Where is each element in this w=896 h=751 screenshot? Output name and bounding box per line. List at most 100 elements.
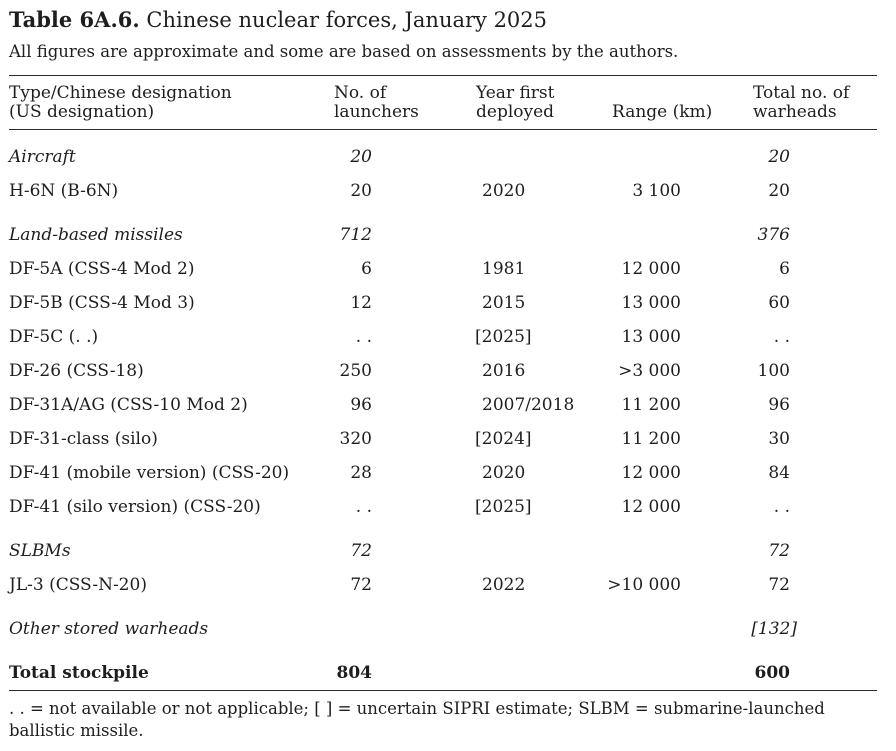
cell-year [372,208,542,252]
cell-value: 2015 [482,293,526,313]
table-title-text: Chinese nuclear forces, January 2025 [139,8,548,32]
cell-value: 12 [350,293,372,313]
cell-type: DF-31-class (silo) [9,422,334,456]
cell-warheads: 96 [690,388,877,422]
cell-value: 6 [361,259,372,279]
cell-warheads: [132] [690,602,877,646]
cell-year: 1981 [372,252,542,286]
cell-value: 250 [339,361,372,381]
cell-range: 13 000 [542,320,690,354]
cell-range [542,602,690,646]
section-row: Aircraft 20 20 [9,130,877,175]
cell-value: 13 000 [621,327,681,347]
cell-value: 72 [350,541,372,561]
cell-value: DF-31-class (silo) [9,429,158,449]
cell-value: 712 [339,225,372,245]
cell-value: 96 [350,395,372,415]
cell-launchers: 712 [334,208,372,252]
cell-value: 804 [336,663,373,683]
table-title: Table 6A.6. Chinese nuclear forces, Janu… [9,6,878,34]
cell-launchers: 28 [334,456,372,490]
total-row: Total stockpile 804 600 [9,646,877,691]
cell-value: [132] [751,619,797,639]
cell-range [542,208,690,252]
cell-year: [2025] [372,320,542,354]
cell-year: 2007/2018 [372,388,574,422]
cell-value: . . [355,497,372,517]
cell-year: 2022 [372,568,542,602]
cell-launchers: 72 [334,568,372,602]
column-header-range: Range (km) [542,75,712,130]
cell-warheads: 376 [690,208,877,252]
cell-year [372,524,542,568]
cell-warheads: 20 [690,174,877,208]
table-row: JL-3 (CSS-N-20) 72 2022 >10 000 72 [9,568,877,602]
cell-value: 96 [768,395,790,415]
cell-type: H-6N (B-6N) [9,174,334,208]
cell-type: DF-41 (mobile version) (CSS-20) [9,456,334,490]
column-header-launchers: No. of launchers [334,75,419,130]
cell-type: DF-31A/AG (CSS-10 Mod 2) [9,388,334,422]
footnote-line-1: . . = not available or not applicable; [… [9,699,825,718]
cell-value: 72 [350,575,372,595]
cell-launchers: 72 [334,524,372,568]
cell-type: Aircraft [9,130,334,175]
table-row: DF-26 (CSS-18) 250 2016 >3 000 100 [9,354,877,388]
table-row: DF-5C (. .) . . [2025] 13 000 . . [9,320,877,354]
cell-warheads: 72 [690,568,877,602]
cell-range: >10 000 [542,568,690,602]
cell-type: DF-5C (. .) [9,320,334,354]
cell-value: Other stored warheads [9,619,209,639]
cell-launchers: 804 [334,646,372,691]
cell-value: 72 [768,541,790,561]
cell-value: 6 [779,259,790,279]
table-row: DF-31-class (silo) 320 [2024] 11 200 30 [9,422,877,456]
cell-value: 28 [350,463,372,483]
cell-value: SLBMs [9,541,71,561]
column-header-year: Year first deployed [372,75,555,130]
cell-value: . . [355,327,372,347]
cell-type: Total stockpile [9,646,334,691]
section-row: Other stored warheads [132] [9,602,877,646]
cell-launchers: 20 [334,174,372,208]
cell-value: 30 [768,429,790,449]
cell-warheads: 20 [690,130,877,175]
cell-value: 12 000 [621,463,681,483]
cell-value: . . [773,497,790,517]
section-row: Land-based missiles 712 376 [9,208,877,252]
cell-range: 12 000 [542,456,690,490]
table-row: DF-5B (CSS-4 Mod 3) 12 2015 13 000 60 [9,286,877,320]
cell-year [372,646,542,691]
cell-value: Land-based missiles [9,225,183,245]
cell-range [542,524,690,568]
cell-value: 11 200 [621,429,681,449]
cell-value: [2025] [475,327,532,347]
cell-year: 2020 [372,456,542,490]
cell-year: 2016 [372,354,542,388]
cell-year: [2024] [372,422,542,456]
cell-value: 2016 [482,361,526,381]
cell-warheads: 600 [690,646,877,691]
cell-value: 12 000 [621,497,681,517]
cell-value: 12 000 [621,259,681,279]
cell-range: 12 000 [542,252,690,286]
cell-value: DF-31A/AG (CSS-10 Mod 2) [9,395,248,415]
cell-value: Aircraft [9,147,76,167]
cell-value: >10 000 [607,575,681,595]
nuclear-forces-table: Type/Chinese designation (US designation… [9,75,877,691]
cell-value: 1981 [482,259,526,279]
table-body: Aircraft 20 20 H-6N (B-6N) 20 2020 3 100 20 Land… [9,130,877,691]
cell-launchers: . . [334,320,372,354]
cell-value: 100 [757,361,790,381]
table-row: DF-5A (CSS-4 Mod 2) 6 1981 12 000 6 [9,252,877,286]
cell-warheads: 72 [690,524,877,568]
cell-launchers: 250 [334,354,372,388]
cell-type: Other stored warheads [9,602,334,646]
cell-value: >3 000 [618,361,681,381]
cell-value: 2007/2018 [482,395,575,415]
table-row: H-6N (B-6N) 20 2020 3 100 20 [9,174,877,208]
cell-value: DF-41 (silo version) (CSS-20) [9,497,261,517]
cell-value: Total stockpile [9,663,149,683]
cell-value: DF-5C (. .) [9,327,99,347]
